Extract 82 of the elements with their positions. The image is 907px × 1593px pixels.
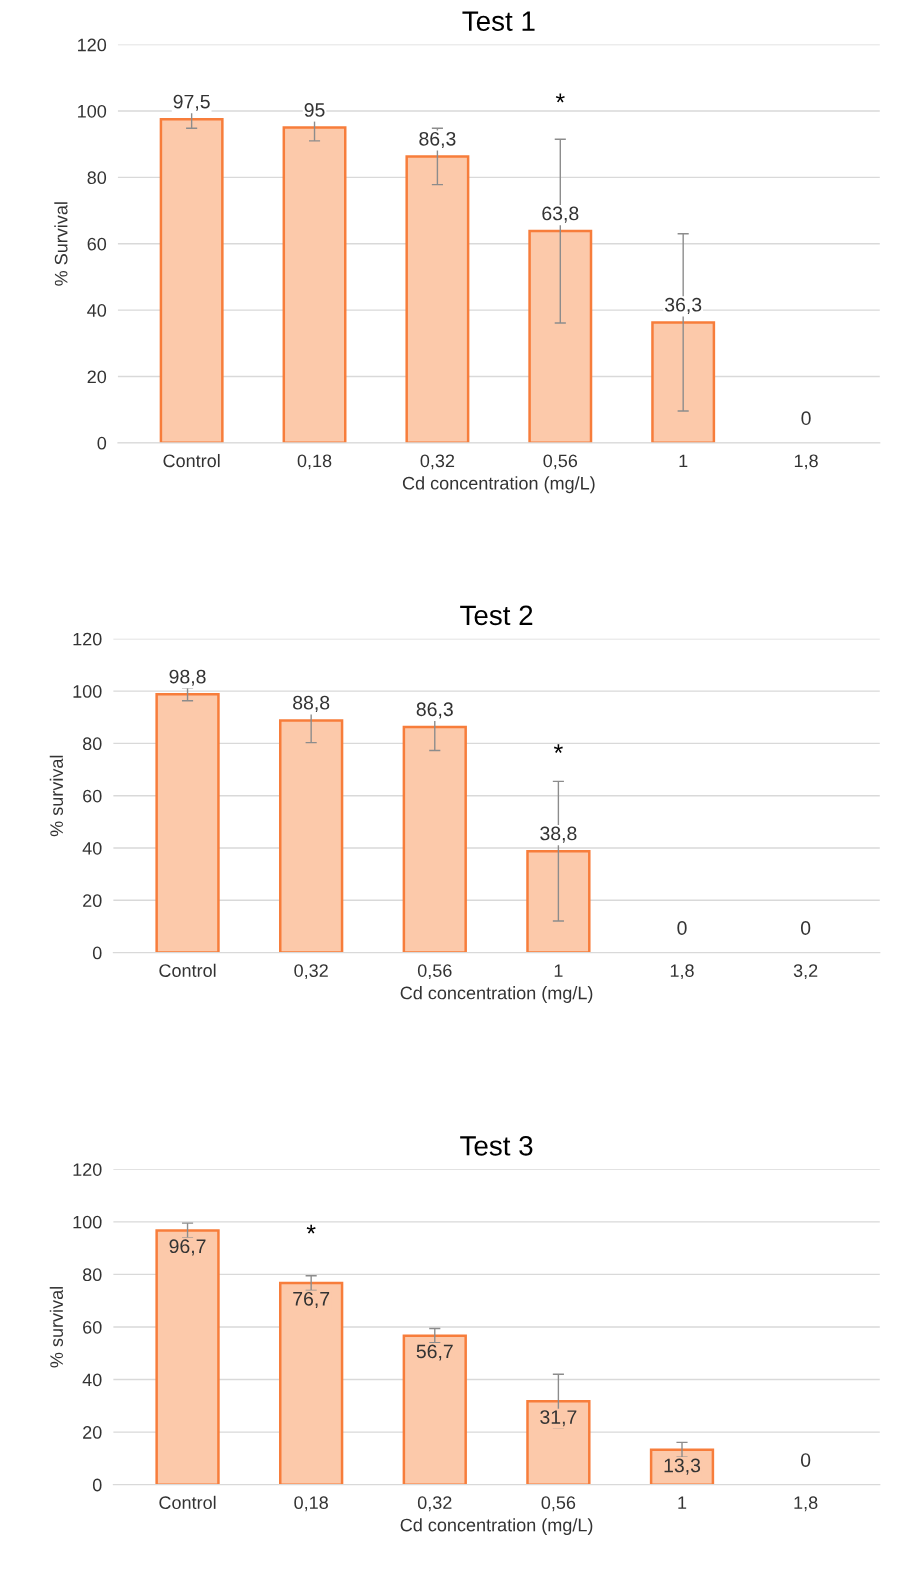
data-label: 97,5 [173,94,210,111]
y-tick-label: 20 [83,1426,102,1439]
data-label: 76,7 [293,1291,330,1308]
x-axis-title: Cd concentration (mg/L) [400,986,593,1003]
y-tick-label: 0 [92,1478,102,1492]
data-label: 86,3 [416,702,453,719]
x-tick-label: 1 [679,454,688,468]
x-tick-label: 0,56 [417,964,452,980]
data-label: 95 [304,103,325,117]
bar [526,1400,591,1485]
bar [282,126,347,443]
x-tick-label: 0,56 [543,454,578,470]
bar [279,719,344,953]
y-tick-label: 60 [83,789,102,803]
y-tick-label: 40 [82,841,102,855]
bar [402,1334,467,1485]
x-tick-label: 1 [554,964,563,977]
data-label: 88,8 [293,695,330,712]
x-tick-label: Control [159,1495,216,1510]
y-tick-label: 40 [87,304,107,317]
data-label: 98,8 [169,669,206,686]
bar [405,155,470,443]
bar [651,321,716,443]
x-axis-title: Cd concentration (mg/L) [400,1518,593,1536]
x-tick-label: 1,8 [794,1496,818,1512]
annotation: * [555,93,565,103]
bar [528,229,593,443]
y-axis-title: % Survival [54,202,68,286]
bar [155,1229,220,1485]
data-label: 13,3 [664,1458,701,1475]
chart-title: Test 1 [462,11,535,31]
y-axis-title: % survival [49,755,64,837]
y-axis-title: % survival [49,1287,64,1368]
data-label: 31,7 [540,1410,577,1427]
annotation: * [553,744,563,753]
chart-title: Test 3 [460,1135,533,1156]
x-axis-title: Cd concentration (mg/L) [402,476,595,494]
x-tick-label: 0,18 [297,454,332,470]
x-tick-label: 1,8 [794,454,818,470]
data-label: 0 [677,921,687,935]
data-label: 38,8 [540,826,577,843]
data-label: 63,8 [542,206,579,223]
y-tick-label: 80 [82,737,102,751]
bar [155,692,220,953]
x-tick-label: 0,18 [294,1496,328,1512]
data-label: 0 [800,1453,811,1467]
data-label: 86,3 [419,131,456,148]
y-tick-label: 80 [87,171,107,185]
data-label: 96,7 [169,1239,206,1256]
y-tick-label: 80 [82,1268,102,1282]
y-tick-label: 100 [78,104,107,118]
x-tick-label: Control [159,963,216,977]
bar [526,849,591,953]
y-tick-label: 120 [73,1163,102,1176]
y-tick-label: 60 [87,237,107,251]
y-tick-label: 120 [73,632,102,646]
data-label: 56,7 [416,1344,453,1361]
data-label: 0 [800,921,811,935]
y-tick-label: 0 [97,436,107,450]
y-tick-label: 100 [73,685,102,698]
y-tick-label: 20 [83,894,102,908]
annotation: * [306,1224,316,1234]
chart-title: Test 2 [460,605,533,626]
y-tick-label: 0 [92,946,102,960]
data-label: 0 [801,411,811,426]
bar [159,118,224,443]
x-tick-label: Control [163,453,220,468]
y-tick-label: 60 [83,1320,102,1334]
bar [402,725,467,953]
x-tick-label: 0,56 [541,1496,576,1512]
x-tick-label: 3,2 [793,964,818,980]
data-label: 36,3 [665,297,702,314]
bar [279,1281,344,1485]
y-tick-label: 20 [87,370,107,384]
y-tick-label: 100 [73,1215,102,1229]
x-tick-label: 1,8 [670,964,694,980]
x-tick-label: 0,32 [417,1496,452,1512]
x-tick-label: 0,32 [294,964,328,980]
y-tick-label: 120 [78,38,107,52]
y-tick-label: 40 [82,1373,102,1387]
x-tick-label: 0,32 [420,454,455,470]
x-tick-label: 1 [678,1496,687,1509]
